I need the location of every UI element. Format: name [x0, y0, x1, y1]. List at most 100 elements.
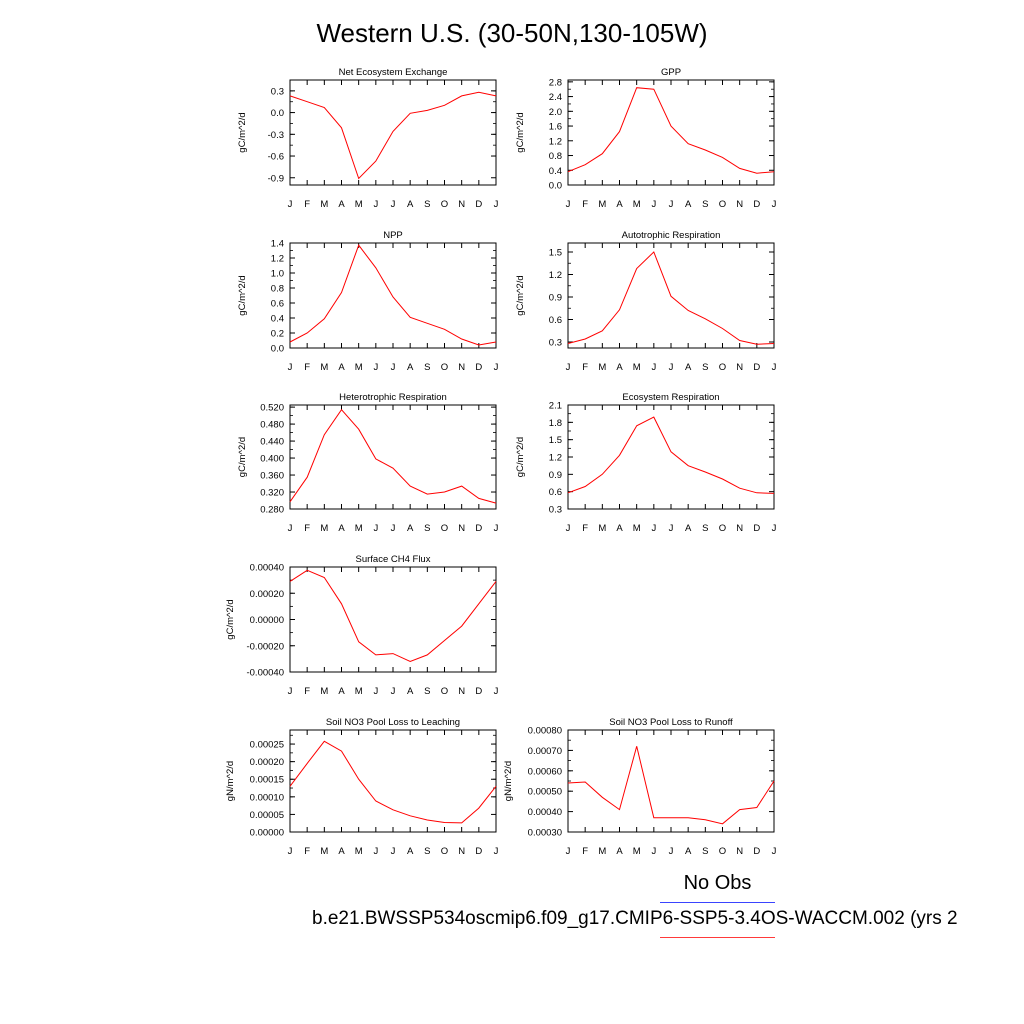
- x-tick-label: M: [598, 199, 606, 210]
- x-tick-label: D: [475, 199, 482, 210]
- y-tick-label: 1.6: [549, 122, 562, 133]
- x-tick-label: J: [772, 199, 777, 210]
- legend-obs-line: [660, 902, 775, 903]
- x-tick-label: A: [407, 846, 414, 857]
- x-tick-label: M: [633, 846, 641, 857]
- chart-title: Heterotrophic Respiration: [339, 392, 447, 403]
- x-tick-label: J: [391, 199, 396, 210]
- x-tick-label: N: [458, 686, 465, 697]
- y-tick-label: 1.0: [271, 269, 284, 280]
- x-tick-label: J: [669, 362, 674, 373]
- y-tick-label: 1.2: [549, 270, 562, 281]
- x-tick-label: A: [616, 362, 623, 373]
- x-tick-label: J: [566, 846, 571, 857]
- x-tick-label: D: [475, 686, 482, 697]
- y-axis-label: gC/m^2/d: [237, 275, 248, 315]
- x-tick-label: N: [736, 523, 743, 534]
- x-tick-label: J: [669, 846, 674, 857]
- y-tick-label: 0.00010: [250, 792, 284, 803]
- x-tick-label: O: [719, 846, 726, 857]
- x-tick-label: A: [685, 199, 692, 210]
- x-tick-label: S: [424, 523, 430, 534]
- y-tick-label: 0.6: [549, 487, 562, 498]
- y-tick-label: -0.6: [268, 152, 284, 163]
- plot-frame: [567, 404, 775, 510]
- plot-frame: [289, 404, 497, 510]
- y-tick-label: 0.400: [260, 454, 284, 465]
- x-tick-label: S: [702, 846, 708, 857]
- x-tick-label: D: [475, 362, 482, 373]
- x-tick-label: F: [304, 523, 310, 534]
- x-tick-label: A: [407, 362, 414, 373]
- y-tick-label: 0.8: [271, 284, 284, 295]
- x-tick-label: J: [288, 199, 293, 210]
- plot-frame: [567, 729, 775, 833]
- y-tick-label: 0.00005: [250, 810, 284, 821]
- y-tick-label: 2.4: [549, 92, 562, 103]
- y-tick-label: 0.520: [260, 403, 284, 414]
- y-tick-label: 0.00060: [528, 766, 562, 777]
- x-tick-label: J: [669, 523, 674, 534]
- y-tick-label: 2.0: [549, 107, 562, 118]
- series-line: [289, 244, 497, 346]
- x-tick-label: M: [355, 523, 363, 534]
- series-line: [289, 408, 497, 504]
- x-tick-label: J: [494, 846, 499, 857]
- x-tick-label: J: [494, 523, 499, 534]
- plot-frame: [289, 566, 497, 673]
- plot-frame: [289, 242, 497, 349]
- chart-title: Soil NO3 Pool Loss to Runoff: [609, 717, 733, 728]
- x-tick-label: A: [616, 523, 623, 534]
- y-tick-label: 0.00030: [528, 828, 562, 839]
- series-line: [289, 740, 497, 824]
- y-axis-label: gC/m^2/d: [515, 275, 526, 315]
- y-tick-label: -0.9: [268, 173, 284, 184]
- plot-frame: [289, 79, 497, 186]
- x-tick-label: S: [702, 199, 708, 210]
- y-axis-label: gN/m^2/d: [503, 761, 514, 801]
- x-tick-label: N: [458, 523, 465, 534]
- y-tick-label: 0.3: [549, 338, 562, 349]
- y-tick-label: 0.00025: [250, 740, 284, 751]
- y-tick-label: 0.00040: [528, 807, 562, 818]
- x-tick-label: S: [424, 362, 430, 373]
- chart-title: GPP: [661, 67, 681, 78]
- chart-title: Net Ecosystem Exchange: [339, 67, 448, 78]
- x-tick-label: F: [304, 199, 310, 210]
- x-tick-label: A: [338, 686, 345, 697]
- x-tick-label: A: [685, 523, 692, 534]
- y-axis-label: gC/m^2/d: [237, 112, 248, 152]
- chart-title: Ecosystem Respiration: [622, 392, 719, 403]
- legend-case-line: [660, 937, 775, 938]
- x-tick-label: M: [320, 686, 328, 697]
- x-tick-label: J: [373, 846, 378, 857]
- x-tick-label: N: [736, 846, 743, 857]
- x-tick-label: D: [753, 523, 760, 534]
- y-tick-label: 1.2: [549, 453, 562, 464]
- x-tick-label: J: [288, 846, 293, 857]
- legend-case-label: b.e21.BWSSP534oscmip6.f09_g17.CMIP6-SSP5…: [312, 908, 958, 929]
- y-tick-label: 0.00020: [250, 589, 284, 600]
- series-line: [567, 746, 775, 825]
- x-tick-label: J: [566, 199, 571, 210]
- x-tick-label: J: [566, 523, 571, 534]
- series-line: [289, 569, 497, 663]
- x-tick-label: J: [391, 846, 396, 857]
- x-tick-label: J: [651, 523, 656, 534]
- x-tick-label: O: [441, 362, 448, 373]
- x-tick-label: O: [441, 523, 448, 534]
- y-axis-label: gN/m^2/d: [225, 761, 236, 801]
- x-tick-label: O: [719, 199, 726, 210]
- x-tick-label: J: [494, 199, 499, 210]
- chart-panel-1: Net Ecosystem Exchange gC/m^2/d 0.3 0.0 -0.3…: [237, 67, 499, 210]
- y-tick-label: 0.9: [549, 470, 562, 481]
- x-tick-label: S: [424, 846, 430, 857]
- chart-title: Surface CH4 Flux: [356, 554, 431, 565]
- x-tick-label: A: [338, 362, 345, 373]
- x-tick-label: A: [616, 846, 623, 857]
- y-tick-label: 0.480: [260, 420, 284, 431]
- y-tick-label: 0.3: [549, 505, 562, 516]
- x-tick-label: J: [288, 686, 293, 697]
- y-tick-label: 0.6: [271, 299, 284, 310]
- x-tick-label: S: [702, 362, 708, 373]
